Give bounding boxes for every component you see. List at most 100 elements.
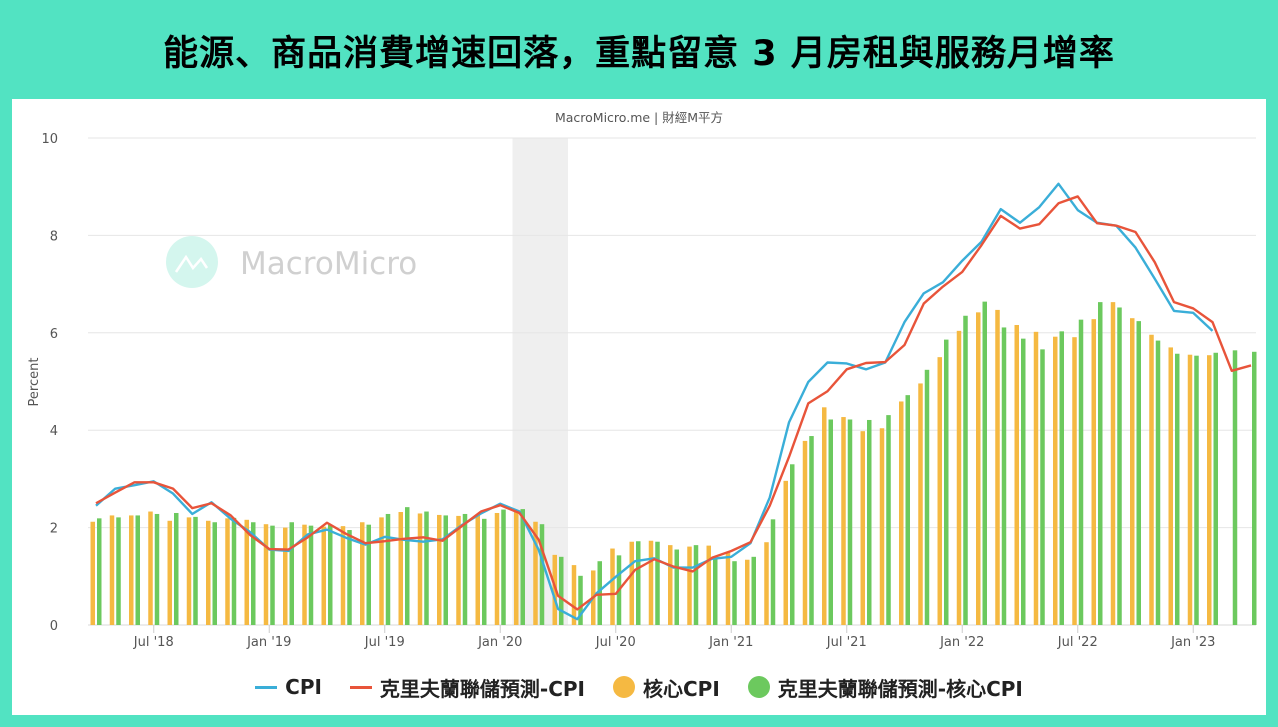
x-tick-label: Jan '20 [477,635,522,650]
legend-item[interactable]: 核心CPI [613,673,720,702]
y-tick-label: 4 [50,424,58,439]
core-cpi-bar [1091,319,1096,625]
cleveland-core-cpi-bar [905,395,910,625]
y-tick-label: 2 [50,522,58,537]
core-cpi-bar [1168,347,1173,625]
cleveland-core-cpi-bar [328,524,333,625]
legend-item[interactable]: CPI [255,675,322,699]
core-cpi-bar [475,514,480,625]
core-cpi-bar [648,540,654,625]
cleveland-core-cpi-bar [636,541,641,625]
cleveland-core-cpi-bar [97,518,102,625]
cleveland-core-cpi-bar [154,513,160,625]
cleveland-core-cpi-bar [1098,302,1103,625]
core-cpi-bar [225,518,230,625]
cleveland-core-cpi-bar [924,369,930,625]
cleveland-core-cpi-bar [963,315,968,625]
cleveland-core-cpi-bar [847,419,853,625]
y-tick-label: 0 [50,619,58,634]
core-cpi-bar [687,546,692,625]
cleveland-core-cpi-bar [443,515,448,625]
core-cpi-bar [841,417,846,625]
core-cpi-bar [437,514,442,625]
cleveland-core-cpi-bar [1232,350,1238,625]
chart-panel: MacroMicro.me | 財經M平方 0 2 4 6 8 10 Percent Macr… [12,99,1266,715]
cleveland-core-cpi-bar [867,419,872,625]
cleveland-core-cpi-bar [693,545,699,625]
legend-item[interactable]: 克里夫蘭聯儲預測-CPI [349,673,585,702]
core-cpi-bar [822,407,827,625]
cleveland-core-cpi-bar [886,415,891,625]
core-cpi-bar [90,521,95,625]
cleveland-core-cpi-bar [520,509,525,625]
title-bar: 能源、商品消費增速回落，重點留意 3 月房租與服務月增率 [0,0,1278,100]
core-cpi-bar [668,545,673,625]
core-cpi-bar [244,519,249,625]
cleveland-core-cpi-bar [1175,353,1180,625]
core-cpi-bar [764,542,769,625]
x-tick-label: Jan '21 [708,635,753,650]
cleveland-core-cpi-bar [366,524,371,625]
core-cpi-bar [956,330,962,625]
y-tick-label: 6 [50,327,58,342]
core-cpi-bar [745,559,750,625]
chart-title: 能源、商品消費增速回落，重點留意 3 月房租與服務月增率 [163,33,1115,74]
core-cpi-bar [1130,318,1135,625]
core-cpi-bar [398,512,403,625]
cleveland-core-cpi-bar [385,513,391,625]
legend-item[interactable]: 克里夫蘭聯儲預測-核心CPI [747,673,1023,702]
cleveland-core-cpi-bar [1001,327,1007,625]
legend-label: 克里夫蘭聯儲預測-核心CPI [777,676,1023,701]
cleveland-core-cpi-bar [270,525,275,625]
cleveland-core-cpi-bar [751,556,756,625]
core-cpi-bar [1014,325,1019,625]
line-swatch-icon [349,685,372,689]
cleveland-core-cpi-bar [135,515,140,625]
source-label: MacroMicro.me | 財經M平方 [554,110,724,125]
core-cpi-bar [1053,336,1058,625]
core-cpi-bar [879,428,885,625]
core-cpi-bar [302,524,307,625]
line-swatch-icon [255,685,278,689]
watermark: MacroMicro [166,236,417,288]
x-tick-label: Jul '18 [133,635,174,650]
cleveland-core-cpi-bar [289,522,294,625]
cleveland-core-cpi-bar [405,507,410,625]
cleveland-core-cpi-bar [1136,321,1141,625]
cleveland-core-cpi-bar [193,516,198,625]
cleveland-core-cpi-bar [732,561,737,625]
cleveland-core-cpi-bar [828,419,833,625]
x-tick-label: Jul '19 [364,635,405,650]
core-cpi-bar [533,521,538,625]
y-axis-title: Percent [27,358,42,407]
cleveland-core-cpi-bar [944,339,949,625]
legend-label: 克里夫蘭聯儲預測-CPI [379,676,585,701]
core-cpi-bar [571,565,577,625]
core-cpi-bar [860,431,865,625]
core-cpi-bar [206,520,211,625]
core-cpi-bar [283,527,288,625]
core-cpi-bar [109,515,115,625]
svg-text:MacroMicro: MacroMicro [240,246,417,282]
core-cpi-bar [456,515,461,625]
cleveland-core-cpi-bar [578,575,583,625]
core-cpi-bar [976,312,981,625]
x-tick-label: Jul '21 [826,635,867,650]
cleveland-core-cpi-bar [424,511,429,625]
cleveland-core-cpi-bar [1117,307,1122,625]
cleveland-core-cpi-bar [655,541,660,625]
x-tick-label: Jan '19 [246,635,291,650]
x-tick-label: Jan '23 [1170,635,1215,650]
cleveland-core-cpi-bar [462,513,468,625]
core-cpi-bar [148,511,153,625]
cleveland-core-cpi-bar [539,524,545,625]
core-cpi-bar [186,517,192,625]
core-cpi-bar [321,526,326,625]
x-tick-label: Jul '20 [595,635,636,650]
core-cpi-bar [706,545,711,625]
core-cpi-bar [514,511,519,625]
cleveland-core-cpi-bar [1194,355,1199,625]
cleveland-cpi-line [95,195,1252,611]
cleveland-core-cpi-bar [674,549,679,625]
cleveland-core-cpi-bar [597,561,602,625]
